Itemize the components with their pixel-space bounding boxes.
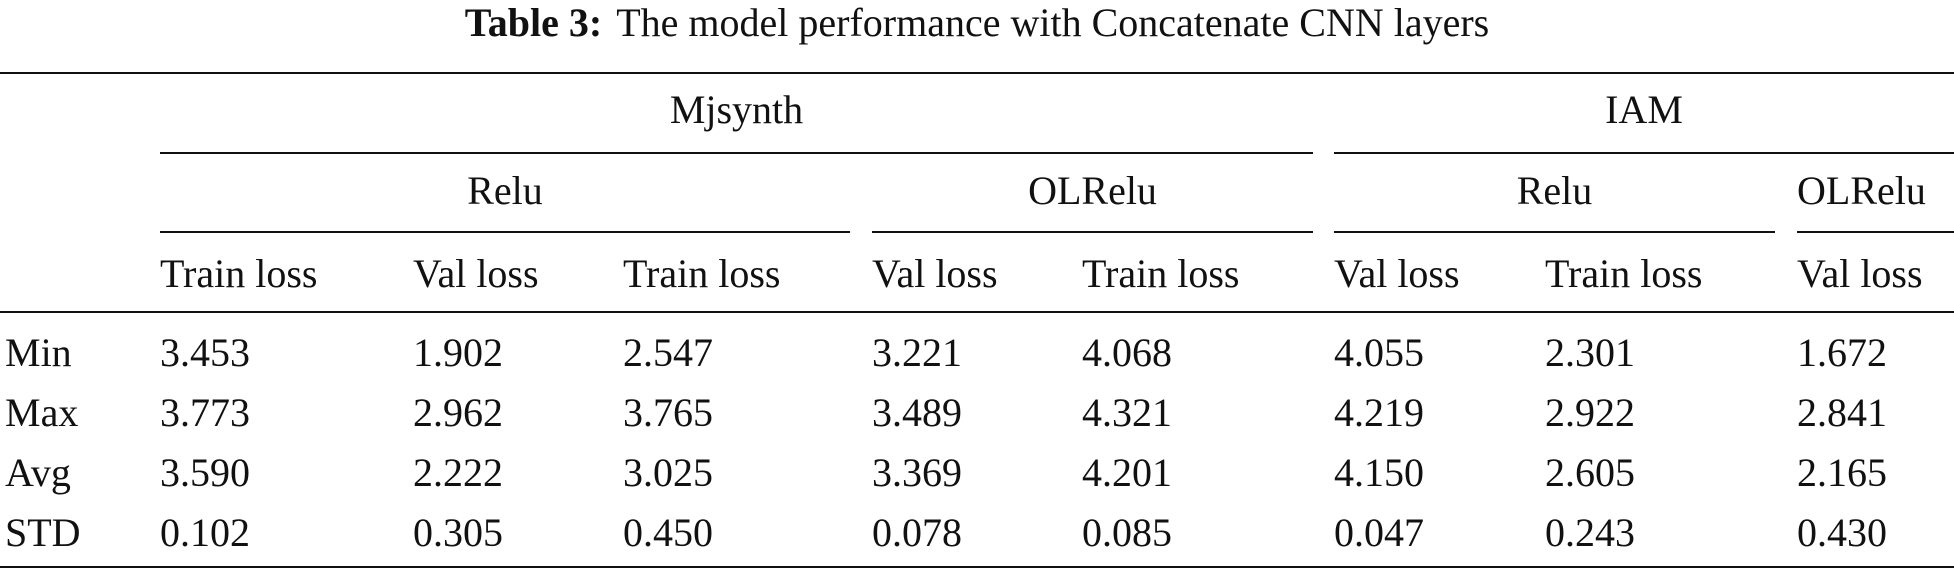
table-cell: 3.489	[872, 390, 962, 435]
table-cell: 0.047	[1334, 510, 1424, 555]
metric-header: Train loss	[160, 251, 318, 296]
table-cell: 2.547	[623, 330, 713, 375]
dataset-rule-iam	[1334, 152, 1954, 154]
table-cell: 4.068	[1082, 330, 1172, 375]
table-cell: 2.922	[1545, 390, 1635, 435]
activation-rule-mjsynth-relu	[160, 231, 850, 233]
table-cell: 3.765	[623, 390, 713, 435]
table-cell: 2.841	[1797, 390, 1887, 435]
table-cell: 0.243	[1545, 510, 1635, 555]
table-caption: Table 3: The model performance with Conca…	[0, 0, 1954, 46]
table-cell: 2.962	[413, 390, 503, 435]
metric-header: Val loss	[872, 251, 998, 296]
metric-header: Val loss	[1797, 251, 1923, 296]
table-cell: 0.102	[160, 510, 250, 555]
table-cell: 0.305	[413, 510, 503, 555]
activation-header-iam-relu: Relu	[1516, 168, 1593, 213]
table-cell: 0.085	[1082, 510, 1172, 555]
metric-header: Train loss	[1082, 251, 1240, 296]
row-label-avg: Avg	[5, 450, 71, 495]
table-cell: 3.590	[160, 450, 250, 495]
metric-header: Val loss	[1334, 251, 1460, 296]
table-cell: 4.201	[1082, 450, 1172, 495]
activation-rule-mjsynth-olrelu	[872, 231, 1313, 233]
table-cell: 2.165	[1797, 450, 1887, 495]
table-cell: 0.078	[872, 510, 962, 555]
table-cell: 4.219	[1334, 390, 1424, 435]
table-cell: 0.450	[623, 510, 713, 555]
activation-header-iam-olrelu: OLRelu	[1797, 168, 1926, 213]
row-label-std: STD	[5, 510, 81, 555]
row-label-min: Min	[5, 330, 72, 375]
activation-rule-iam-relu	[1334, 231, 1775, 233]
table-cell: 3.369	[872, 450, 962, 495]
dataset-header-mjsynth: Mjsynth	[669, 87, 804, 132]
table-cell: 4.150	[1334, 450, 1424, 495]
table-cell: 1.672	[1797, 330, 1887, 375]
table-cell: 4.321	[1082, 390, 1172, 435]
table-cell: 3.221	[872, 330, 962, 375]
table-cell: 0.430	[1797, 510, 1887, 555]
dataset-header-iam: IAM	[1605, 87, 1683, 132]
metric-header: Train loss	[623, 251, 781, 296]
table-cell: 3.453	[160, 330, 250, 375]
header-rule	[0, 311, 1954, 313]
dataset-rule-mjsynth	[160, 152, 1313, 154]
activation-rule-iam-olrelu	[1797, 231, 1954, 233]
caption-label: Table 3:	[464, 0, 603, 45]
activation-header-mjsynth-relu: Relu	[467, 168, 543, 213]
metric-header: Val loss	[413, 251, 539, 296]
metric-header: Train loss	[1545, 251, 1703, 296]
bottom-rule	[0, 566, 1954, 568]
row-label-max: Max	[5, 390, 79, 435]
table-cell: 2.222	[413, 450, 503, 495]
table-cell: 4.055	[1334, 330, 1424, 375]
table-cell: 2.301	[1545, 330, 1635, 375]
table-cell: 2.605	[1545, 450, 1635, 495]
top-rule	[0, 72, 1954, 74]
activation-header-mjsynth-olrelu: OLRelu	[1028, 168, 1157, 213]
table-cell: 3.773	[160, 390, 250, 435]
table-cell: 3.025	[623, 450, 713, 495]
caption-text: The model performance with Concatenate C…	[616, 0, 1490, 45]
table-cell: 1.902	[413, 330, 503, 375]
